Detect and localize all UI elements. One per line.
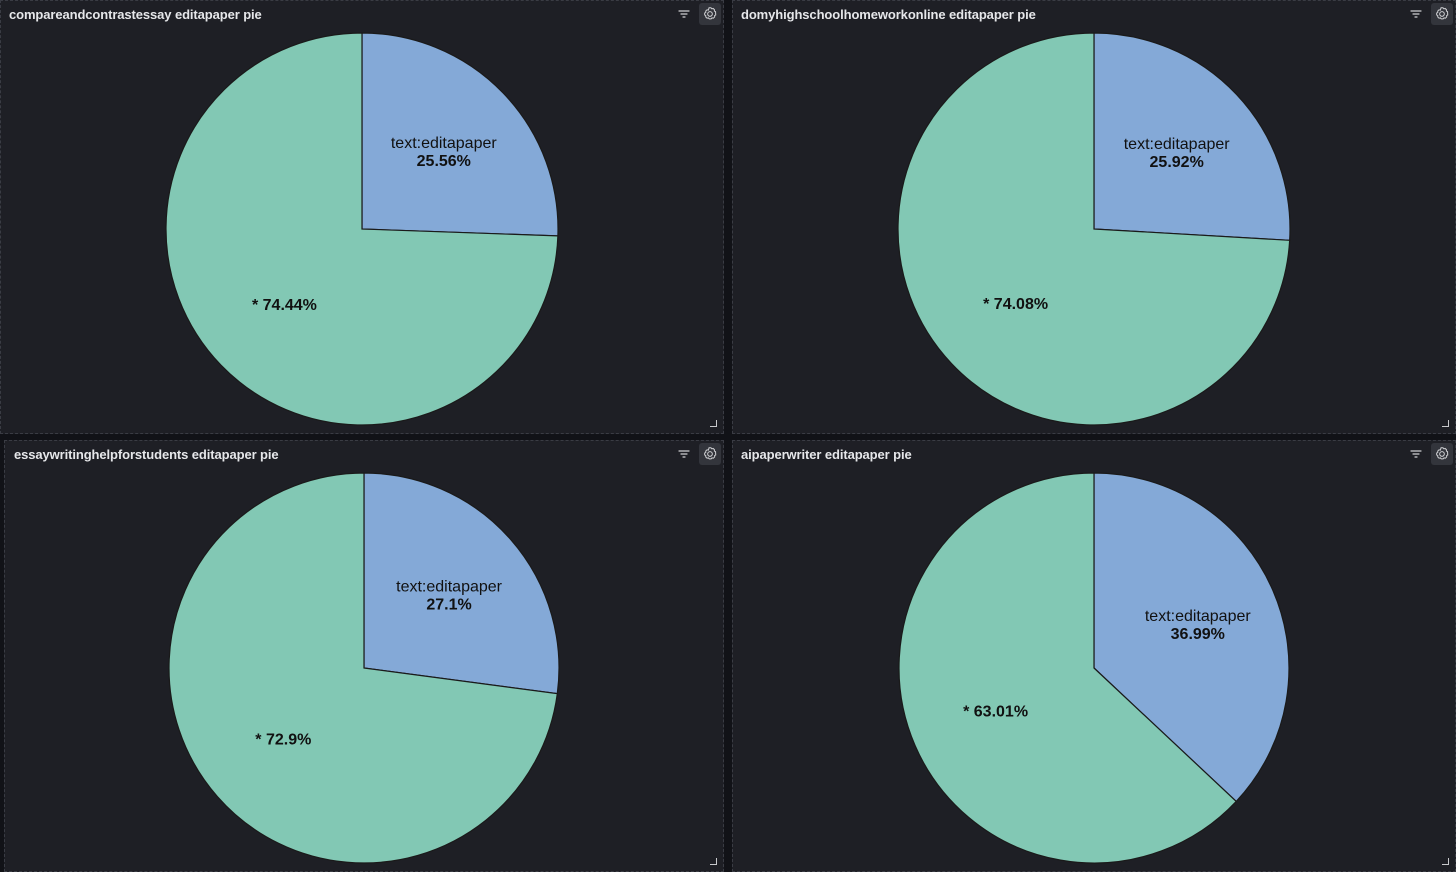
slice-name-label: text:editapaper <box>1145 608 1252 625</box>
gear-icon[interactable] <box>1431 3 1453 25</box>
pie-slice[interactable] <box>898 472 1238 864</box>
resize-handle-icon[interactable] <box>1442 420 1449 427</box>
panel-title: essaywritinghelpforstudents editapaper p… <box>14 447 279 462</box>
slice-percent-label: 25.56% <box>417 153 471 170</box>
slice-percent-label: 25.92% <box>1150 154 1204 171</box>
panel-controls <box>1409 3 1453 25</box>
filter-icon[interactable] <box>677 7 691 21</box>
pie-panel-essaywritinghelpforstudents: text:editapaper 27.1% * 72.9% essaywriting… <box>4 440 724 872</box>
slice-percent-label: * 74.08% <box>983 296 1048 313</box>
panel-title: domyhighschoolhomeworkonline editapaper … <box>741 7 1036 22</box>
slice-name-label: text:editapaper <box>391 135 498 152</box>
panel-title: aipaperwriter editapaper pie <box>741 447 912 462</box>
slice-label: * 74.44% <box>252 297 317 314</box>
slice-percent-label: * 63.01% <box>963 704 1028 721</box>
slice-percent-label: 27.1% <box>426 596 471 613</box>
gear-icon[interactable] <box>699 443 721 465</box>
pie-slice[interactable] <box>1093 472 1290 803</box>
gear-icon[interactable] <box>1431 443 1453 465</box>
pie-slice[interactable] <box>363 472 560 695</box>
gear-icon[interactable] <box>699 3 721 25</box>
resize-handle-icon[interactable] <box>710 858 717 865</box>
slice-name-label: text:editapaper <box>396 578 503 595</box>
slice-label: * 63.01% <box>963 704 1028 721</box>
panel-controls <box>1409 443 1453 465</box>
pie-slice[interactable] <box>1093 32 1291 241</box>
pie-slice[interactable] <box>897 32 1291 426</box>
pie-slice[interactable] <box>361 32 559 237</box>
filter-icon[interactable] <box>1409 447 1423 461</box>
slice-percent-label: 36.99% <box>1171 626 1225 643</box>
pie-panel-aipaperwriter: text:editapaper 36.99% * 63.01% aipaperwri… <box>732 440 1456 872</box>
slice-percent-label: * 72.9% <box>255 732 311 749</box>
pie-panel-domyhighschoolhomeworkonline: text:editapaper 25.92% * 74.08% domyhighsc… <box>732 0 1456 434</box>
resize-handle-icon[interactable] <box>1442 858 1449 865</box>
panel-title: compareandcontrastessay editapaper pie <box>9 7 262 22</box>
filter-icon[interactable] <box>677 447 691 461</box>
panel-controls <box>677 3 721 25</box>
pie-slice[interactable] <box>168 472 558 864</box>
slice-percent-label: * 74.44% <box>252 297 317 314</box>
pie-panel-compareandcontrastessay: text:editapaper 25.56% * 74.44% compareand… <box>0 0 724 434</box>
filter-icon[interactable] <box>1409 7 1423 21</box>
resize-handle-icon[interactable] <box>710 420 717 427</box>
slice-label: * 72.9% <box>255 732 311 749</box>
slice-label: * 74.08% <box>983 296 1048 313</box>
panel-controls <box>677 443 721 465</box>
slice-name-label: text:editapaper <box>1124 136 1231 153</box>
pie-slice[interactable] <box>165 32 559 426</box>
